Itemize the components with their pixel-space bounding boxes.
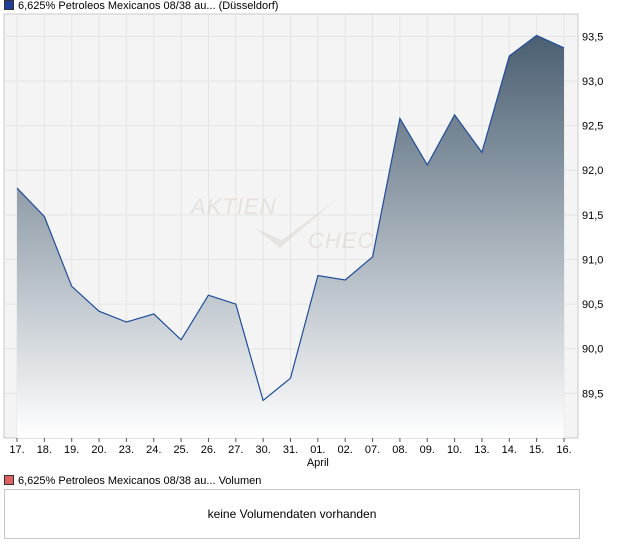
- x-tick-label: 09.: [420, 444, 435, 456]
- x-tick-label: 07.: [365, 444, 380, 456]
- y-tick-label: 93,5: [582, 31, 603, 43]
- x-tick-label: 14.: [502, 444, 517, 456]
- y-tick-label: 90,0: [582, 344, 603, 356]
- x-tick-label: 08.: [392, 444, 407, 456]
- x-tick-label: 25.: [173, 444, 188, 456]
- x-tick-label: 31.: [283, 444, 298, 456]
- month-label: April: [307, 457, 329, 469]
- price-area: [17, 35, 564, 439]
- x-tick-label: 18.: [37, 444, 52, 456]
- y-tick-label: 92,5: [582, 121, 603, 133]
- x-tick-label: 01.: [310, 444, 325, 456]
- y-tick-label: 91,5: [582, 210, 603, 222]
- y-tick-label: 93,0: [582, 76, 603, 88]
- volume-legend-label: 6,625% Petroleos Mexicanos 08/38 au... V…: [18, 475, 262, 487]
- price-legend-swatch: [4, 0, 14, 10]
- watermark-line1: AKTIEN: [189, 194, 276, 219]
- x-tick-label: 27.: [228, 444, 243, 456]
- price-chart: AKTIEN CHEC 89,5 90,0 90,5 91,0 91,5 92,0 92,5…: [3, 13, 603, 469]
- x-tick-label: 17.: [9, 444, 24, 456]
- aktiencheck-watermark: AKTIEN CHEC: [189, 194, 374, 253]
- y-tick-label: 90,5: [582, 299, 603, 311]
- price-legend-label: 6,625% Petroleos Mexicanos 08/38 au... (…: [18, 0, 279, 12]
- x-tick-label: 24.: [146, 444, 161, 456]
- x-tick-label: 13.: [474, 444, 489, 456]
- price-legend: 6,625% Petroleos Mexicanos 08/38 au... (…: [4, 0, 278, 13]
- watermark-line2: CHEC: [308, 228, 374, 253]
- x-tick-label: 19.: [64, 444, 79, 456]
- x-tick-label: 20.: [91, 444, 106, 456]
- no-volume-message: keine Volumendaten vorhanden: [207, 507, 377, 521]
- x-tick-label: 16.: [556, 444, 571, 456]
- x-tick-label: 23.: [119, 444, 134, 456]
- price-line: [16, 34, 565, 402]
- volume-legend: 6,625% Petroleos Mexicanos 08/38 au... V…: [4, 475, 261, 488]
- y-tick-label: 91,0: [582, 254, 603, 266]
- x-tick-label: 02.: [338, 444, 353, 456]
- x-tick-label: 30.: [256, 444, 271, 456]
- x-tick-label: 10.: [447, 444, 462, 456]
- x-axis-ticks: 17. 18. 19. 20. 23. 24. 25. 26. 27. 30. 31. 01.Apri…: [9, 438, 572, 469]
- x-tick-label: 26.: [201, 444, 216, 456]
- y-axis-ticks: 89,5 90,0 90,5 91,0 91,5 92,0 92,5 93,0 93,5: [582, 31, 603, 400]
- x-tick-label: 15.: [529, 444, 544, 456]
- y-tick-label: 89,5: [582, 388, 603, 400]
- volume-legend-swatch: [4, 475, 14, 485]
- y-tick-label: 92,0: [582, 165, 603, 177]
- volume-panel: keine Volumendaten vorhanden: [4, 489, 580, 539]
